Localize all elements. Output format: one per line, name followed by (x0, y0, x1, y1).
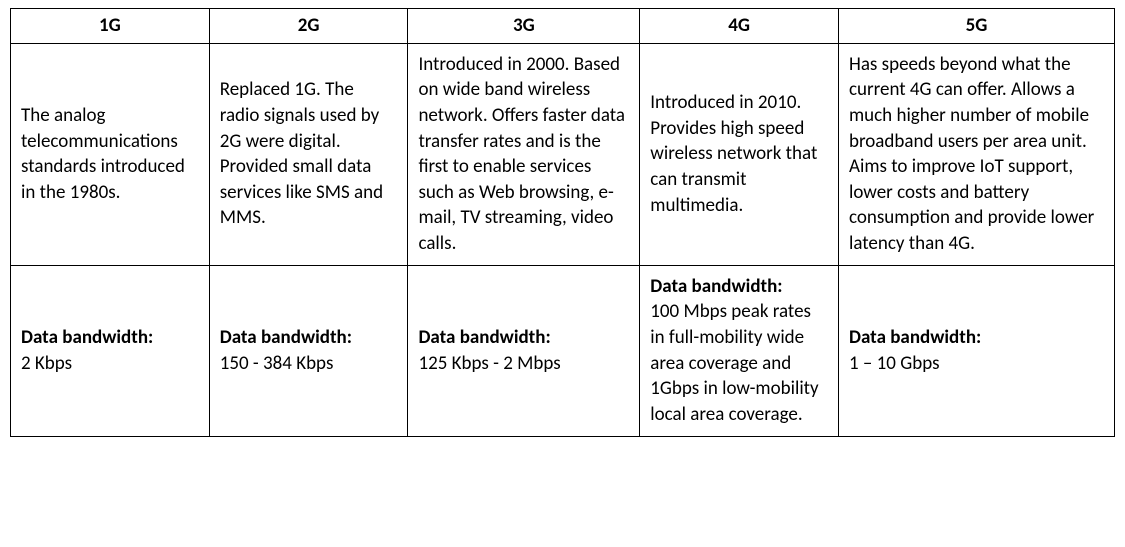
bw-4g: Data bandwidth: 100 Mbps peak rates in f… (640, 265, 839, 436)
desc-4g: Introduced in 2010. Provides high speed … (640, 43, 839, 265)
bw-3g: Data bandwidth: 125 Kbps - 2 Mbps (408, 265, 640, 436)
table-container: 1G 2G 3G 4G 5G The analog telecommunicat… (0, 0, 1125, 445)
bw-value: 125 Kbps - 2 Mbps (418, 352, 560, 375)
col-header-5g: 5G (838, 9, 1114, 44)
description-row: The analog telecommunications standards … (11, 43, 1115, 265)
col-header-1g: 1G (11, 9, 210, 44)
table-header-row: 1G 2G 3G 4G 5G (11, 9, 1115, 44)
bw-value: 150 - 384 Kbps (220, 352, 334, 375)
bw-1g: Data bandwidth: 2 Kbps (11, 265, 210, 436)
bandwidth-row: Data bandwidth: 2 Kbps Data bandwidth: 1… (11, 265, 1115, 436)
bw-label: Data bandwidth: (418, 326, 550, 349)
desc-1g: The analog telecommunications standards … (11, 43, 210, 265)
desc-3g: Introduced in 2000. Based on wide band w… (408, 43, 640, 265)
bw-value: 100 Mbps peak rates in full-mobility wid… (650, 300, 818, 426)
bw-label: Data bandwidth: (849, 326, 981, 349)
bw-label: Data bandwidth: (650, 275, 782, 298)
bw-2g: Data bandwidth: 150 - 384 Kbps (209, 265, 408, 436)
col-header-4g: 4G (640, 9, 839, 44)
desc-2g: Replaced 1G. The radio signals used by 2… (209, 43, 408, 265)
bw-value: 1 – 10 Gbps (849, 352, 940, 375)
generations-table: 1G 2G 3G 4G 5G The analog telecommunicat… (10, 8, 1115, 437)
bw-value: 2 Kbps (21, 352, 72, 375)
bw-label: Data bandwidth: (220, 326, 352, 349)
desc-5g: Has speeds beyond what the current 4G ca… (838, 43, 1114, 265)
col-header-2g: 2G (209, 9, 408, 44)
bw-label: Data bandwidth: (21, 326, 153, 349)
col-header-3g: 3G (408, 9, 640, 44)
bw-5g: Data bandwidth: 1 – 10 Gbps (838, 265, 1114, 436)
